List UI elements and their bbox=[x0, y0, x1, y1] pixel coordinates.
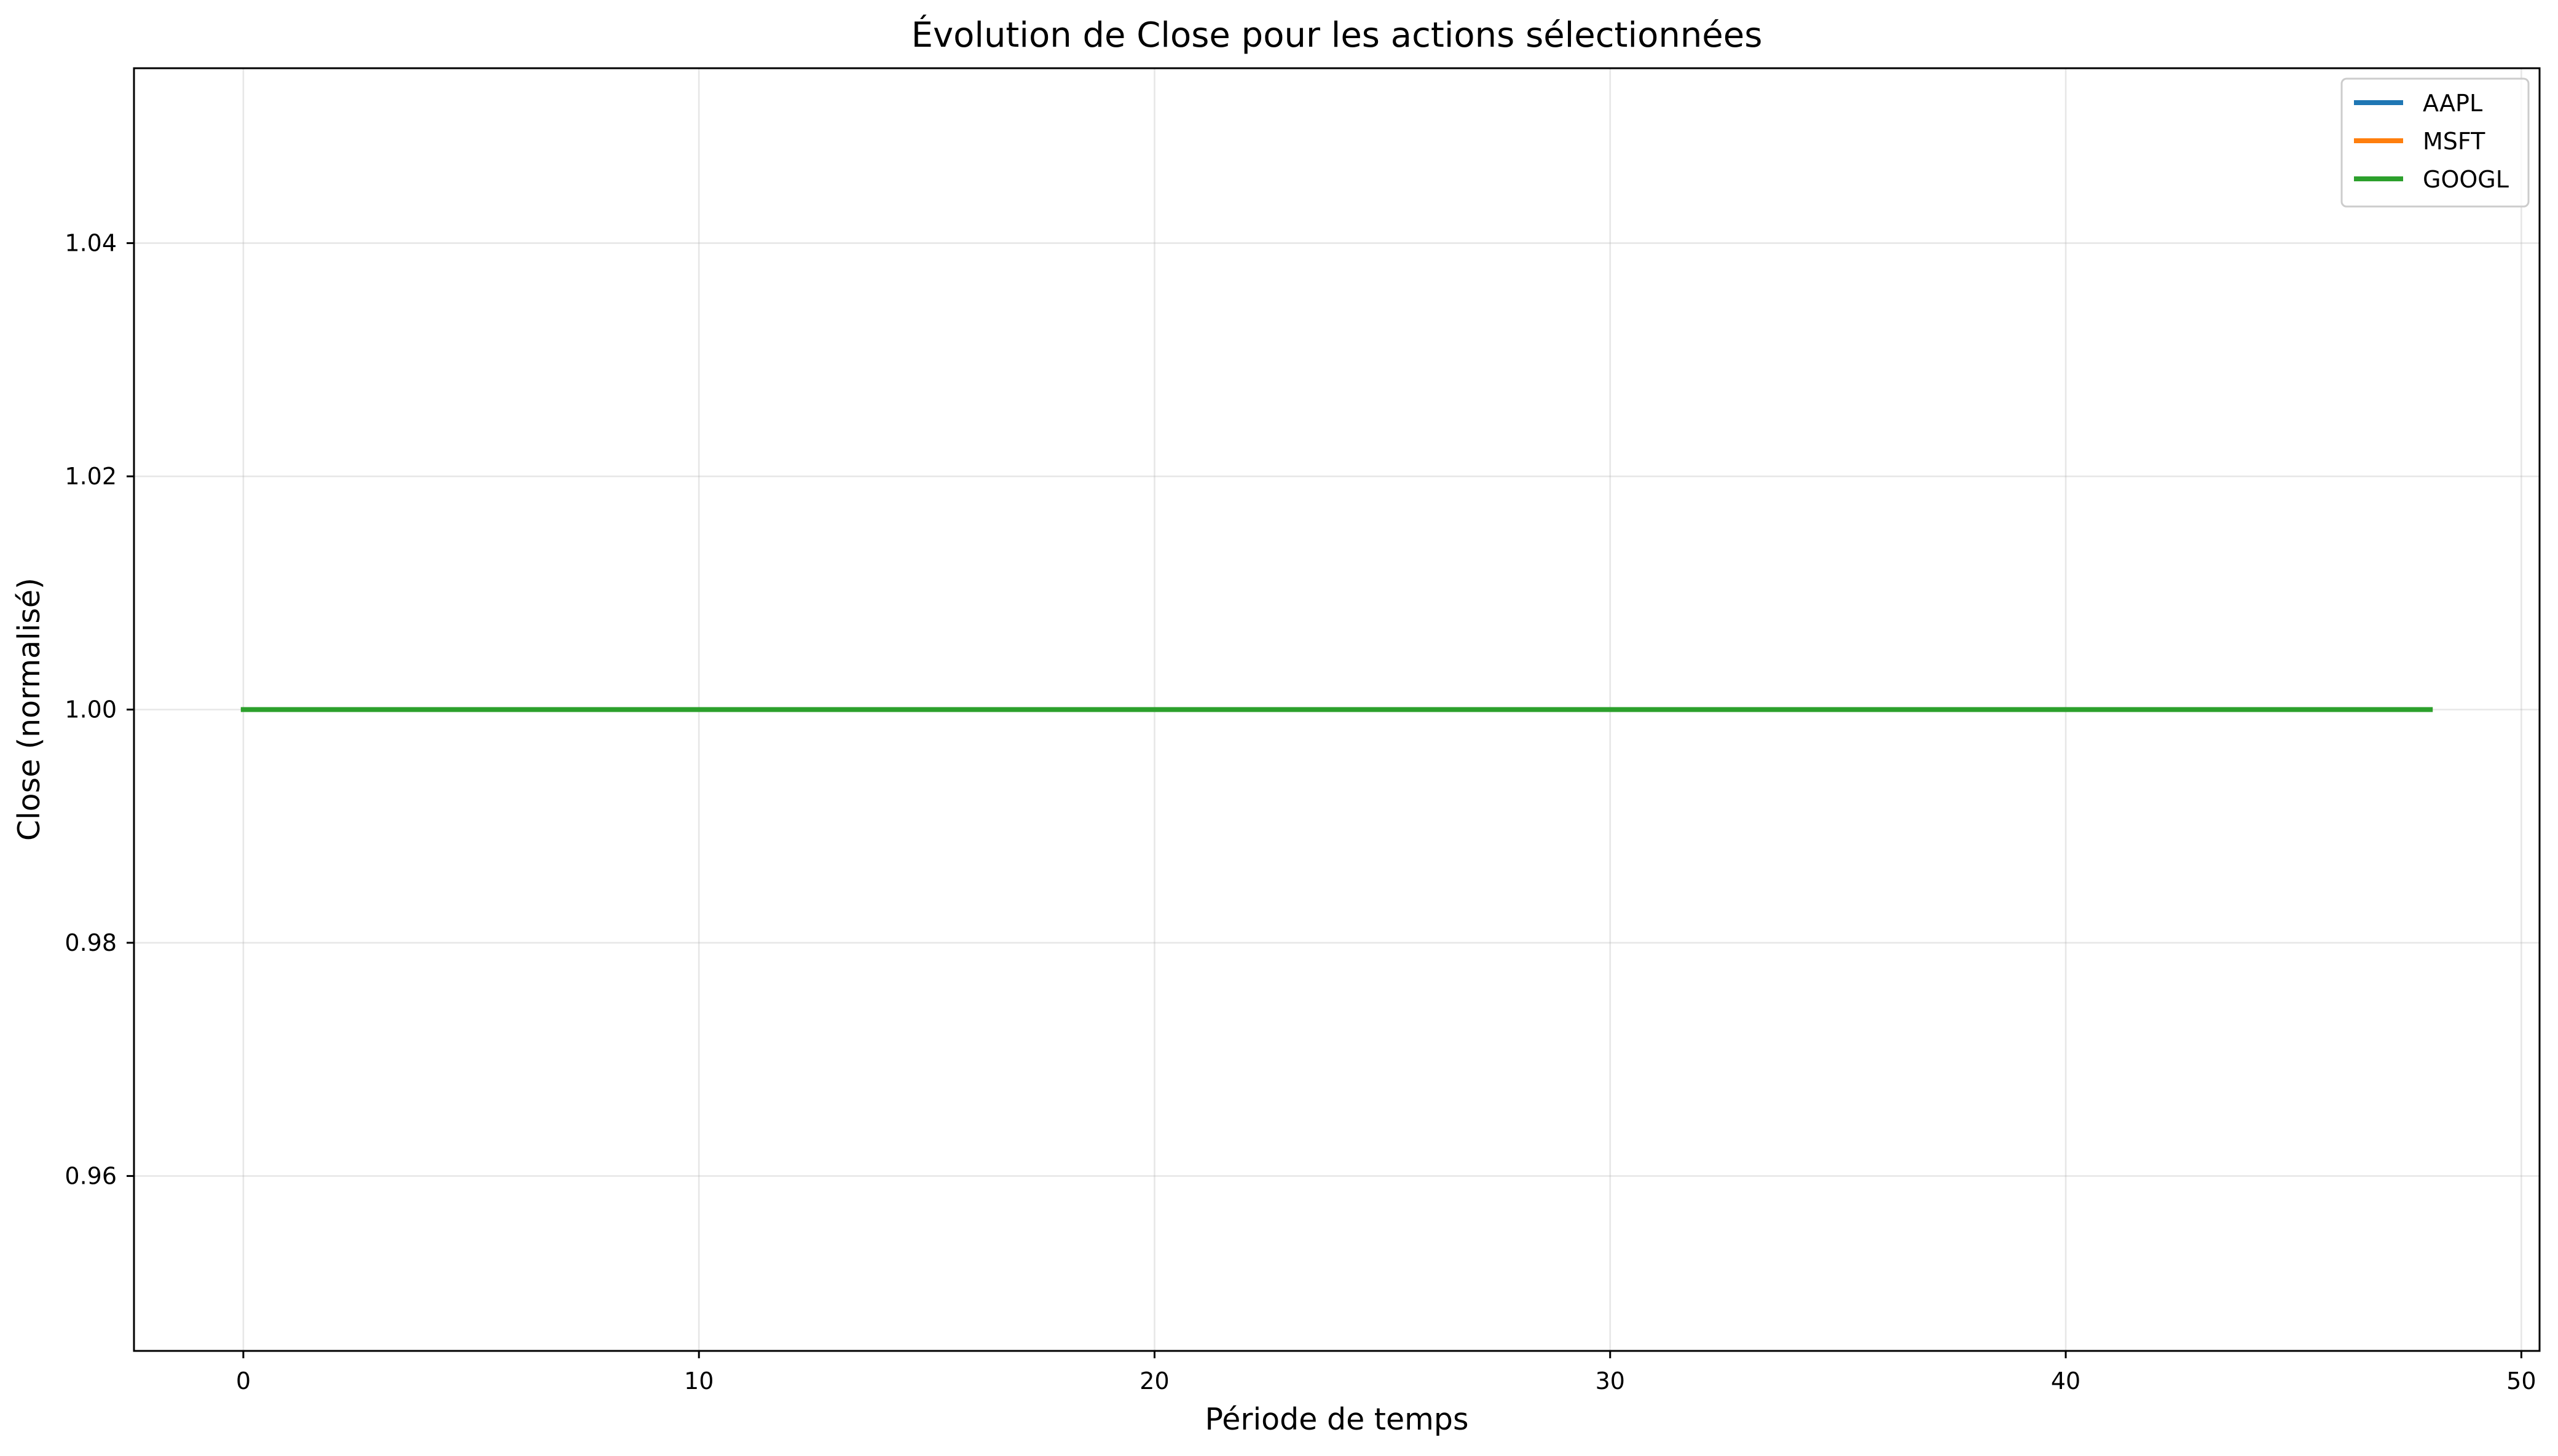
x-axis-label: Période de temps bbox=[1205, 1402, 1468, 1437]
x-tick-label: 0 bbox=[236, 1367, 251, 1395]
y-tick-label: 0.98 bbox=[65, 929, 117, 956]
legend: AAPL MSFT GOOGL bbox=[2340, 77, 2530, 208]
x-tick-label: 50 bbox=[2506, 1367, 2536, 1395]
chart-title: Évolution de Close pour les actions séle… bbox=[911, 15, 1763, 55]
x-tick-label: 30 bbox=[1596, 1367, 1625, 1395]
legend-label-msft: MSFT bbox=[2423, 128, 2485, 155]
legend-box bbox=[2340, 77, 2530, 208]
y-tick-label: 1.00 bbox=[65, 696, 117, 723]
x-tick-label: 20 bbox=[1139, 1367, 1169, 1395]
x-tick-label: 10 bbox=[684, 1367, 714, 1395]
y-tick-label: 1.02 bbox=[65, 463, 117, 490]
x-tick-label: 40 bbox=[2051, 1367, 2080, 1395]
y-tick-label: 0.96 bbox=[65, 1162, 117, 1189]
legend-label-aapl: AAPL bbox=[2423, 90, 2482, 117]
axis-ticks: 0 10 20 30 40 50 0.96 0.98 1.00 1.02 1.04 bbox=[65, 230, 2536, 1395]
legend-label-googl: GOOGL bbox=[2423, 166, 2509, 193]
y-tick-label: 1.04 bbox=[65, 230, 117, 257]
y-axis-label: Close (normalisé) bbox=[12, 578, 47, 841]
